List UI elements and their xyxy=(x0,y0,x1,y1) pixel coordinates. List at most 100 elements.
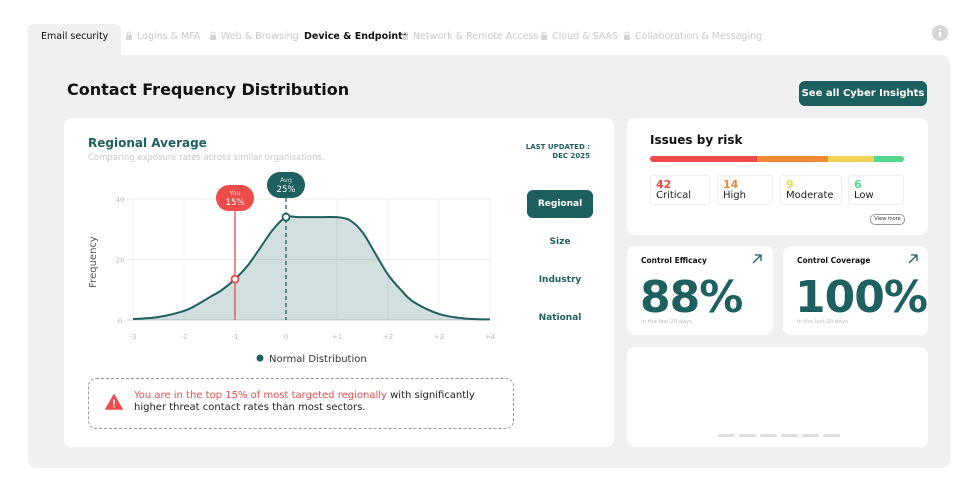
issue-box: 6 Low xyxy=(848,175,904,205)
legend-marker xyxy=(256,354,264,362)
coverage-value: 100% xyxy=(795,272,928,323)
y-tick-label: 0 xyxy=(118,317,122,325)
open-icon[interactable] xyxy=(908,254,918,264)
last-updated-label: LAST UPDATED : xyxy=(525,143,590,151)
coverage-card xyxy=(783,246,928,335)
x-tick-label: +1 xyxy=(332,333,342,341)
tab: Network & Remote Access xyxy=(401,24,538,55)
pagination xyxy=(718,434,840,437)
tab: Cloud & SAAS xyxy=(540,24,618,55)
lock-icon xyxy=(210,31,216,40)
risk-bar xyxy=(650,156,904,162)
legend-label: Normal Distribution xyxy=(269,354,367,365)
issue-box: 14 High xyxy=(717,175,773,205)
risk-bar-segment xyxy=(756,156,828,162)
area-fill xyxy=(133,216,490,320)
alert-box xyxy=(88,378,514,429)
issue-label: Low xyxy=(854,190,874,201)
lock-icon xyxy=(541,31,547,40)
page-dot[interactable] xyxy=(802,434,819,437)
risk-bar-segment xyxy=(827,156,874,162)
issue-label: High xyxy=(723,190,746,201)
page-title: Contact Frequency Distribution xyxy=(67,80,350,99)
last-updated-date: DEC 2025 xyxy=(552,152,590,160)
issue-count: 6 xyxy=(854,178,862,191)
filter-button[interactable]: Industry xyxy=(538,275,582,285)
issue-box: 42 Critical xyxy=(650,175,710,205)
issue-count: 14 xyxy=(723,178,739,191)
filter-button[interactable]: Regional xyxy=(527,190,593,218)
issue-box: 9 Moderate xyxy=(780,175,842,205)
coverage-title: Control Coverage xyxy=(797,256,871,265)
x-tick-label: 0 xyxy=(284,333,288,341)
insights-button[interactable]: See all Cyber Insights xyxy=(799,81,927,106)
issue-label: Critical xyxy=(656,190,691,201)
tab: Logins & MFA xyxy=(125,24,200,55)
x-tick-label: +2 xyxy=(383,333,393,341)
info-icon[interactable] xyxy=(931,24,949,42)
marker-point xyxy=(230,274,240,284)
marker-point xyxy=(281,212,291,222)
marker-bubble xyxy=(267,172,305,198)
page-dot[interactable] xyxy=(781,434,798,437)
coverage-note: In the last 20 days xyxy=(797,319,849,325)
marker-bubble xyxy=(216,185,254,211)
tab-label: Logins & MFA xyxy=(137,31,201,42)
distribution-chart: 0 20 40 -3 -2 -1 0 +1 +2 +3 +4 Frequency Normal Dist… xyxy=(88,172,496,365)
page-dot[interactable] xyxy=(760,434,777,437)
marker-name: You xyxy=(228,189,240,197)
lock-icon xyxy=(624,31,630,40)
efficacy-value: 88% xyxy=(640,272,743,323)
regional-card xyxy=(64,118,614,447)
x-tick-label: +3 xyxy=(434,333,444,341)
x-tick-label: -1 xyxy=(232,333,239,341)
risk-bar-segment xyxy=(650,156,757,162)
y-axis-label: Frequency xyxy=(88,236,99,288)
filter-button[interactable]: Size xyxy=(549,237,571,247)
page-dot[interactable] xyxy=(823,434,840,437)
alert-text: You are in the top 15% of most targeted … xyxy=(134,390,504,414)
issues-title: Issues by risk xyxy=(650,133,743,147)
lock-icon xyxy=(126,31,132,40)
card-subtitle: Comparing exposure rates across similar … xyxy=(88,153,325,163)
issue-count: 42 xyxy=(656,178,672,191)
x-tick-label: -2 xyxy=(181,333,188,341)
y-tick-label: 40 xyxy=(116,196,125,204)
card-title: Regional Average xyxy=(88,136,207,150)
issue-label: Moderate xyxy=(786,190,834,201)
tab-label: Device & Endpoints xyxy=(304,31,409,42)
page-dot[interactable] xyxy=(739,434,756,437)
open-icon[interactable] xyxy=(752,254,762,264)
y-tick-label: 20 xyxy=(116,257,125,265)
tab-label: Email security xyxy=(41,31,109,42)
efficacy-title: Control Efficacy xyxy=(641,256,707,265)
efficacy-card xyxy=(627,246,773,335)
tab-label: Network & Remote Access xyxy=(413,31,539,42)
warning-icon xyxy=(105,394,123,410)
issues-card xyxy=(627,118,928,235)
marker-value: 15% xyxy=(226,198,245,208)
tab-label: Cloud & SAAS xyxy=(552,31,619,42)
carousel-card xyxy=(627,347,928,447)
x-tick-label: -3 xyxy=(130,333,137,341)
alert-body: with significantly higher threat contact… xyxy=(134,390,475,413)
x-tick-label: +4 xyxy=(485,333,496,341)
risk-bar-segment xyxy=(873,156,904,162)
lock-icon xyxy=(402,31,408,40)
filter-button[interactable]: National xyxy=(538,313,582,323)
efficacy-note: In the last 20 days xyxy=(641,319,693,325)
tab-label: Collaboration & Messaging xyxy=(635,31,763,42)
tab[interactable]: Email security xyxy=(28,24,122,55)
tab: Collaboration & Messaging xyxy=(623,24,762,55)
page-dot[interactable] xyxy=(718,434,735,437)
view-more[interactable]: View more xyxy=(870,214,905,225)
tab: Web & Browsing xyxy=(209,24,299,55)
last-updated: LAST UPDATED : DEC 2025 xyxy=(500,143,590,161)
tab[interactable]: Device & Endpoints xyxy=(304,24,408,55)
marker-name: Avg xyxy=(280,176,292,184)
marker-value: 25% xyxy=(277,185,296,195)
tab-label: Web & Browsing xyxy=(221,31,299,42)
distribution-line xyxy=(132,215,491,321)
alert-highlight: You are in the top 15% of most targeted … xyxy=(134,390,387,401)
